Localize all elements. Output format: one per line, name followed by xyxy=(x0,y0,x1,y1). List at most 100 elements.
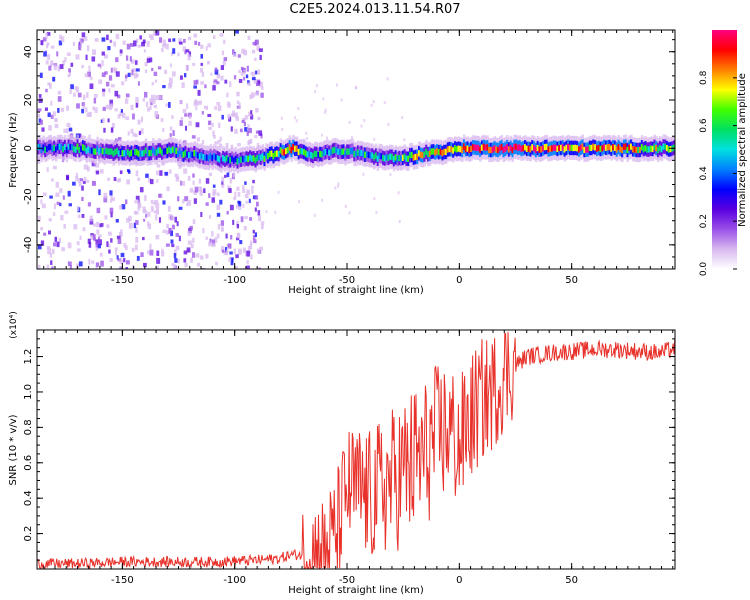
spectrogram-noise-cell xyxy=(182,46,186,52)
spectrogram-noise-cell xyxy=(106,241,109,248)
spectrogram-band-cell xyxy=(425,148,428,156)
spectrogram-band-cell xyxy=(412,154,416,161)
spectrogram-noise-cell xyxy=(183,258,187,263)
spectrogram-noise-cell xyxy=(246,260,249,265)
spectrogram-noise-cell xyxy=(186,202,189,207)
spectrogram-noise-cell xyxy=(117,258,122,262)
spectrogram-noise-cell xyxy=(50,114,54,119)
spectrogram-band-cell xyxy=(448,145,452,153)
spectrogram-noise-cell xyxy=(57,65,61,72)
spectrogram-noise-cell xyxy=(211,231,214,237)
spectrogram-noise-cell xyxy=(135,227,138,233)
spectrogram-noise-cell xyxy=(153,30,157,36)
spectrogram-band-cell xyxy=(90,147,94,154)
spectrogram-noise-cell xyxy=(69,70,72,77)
spectrogram-noise-cell xyxy=(314,90,317,94)
spectrogram-noise-cell xyxy=(145,101,149,107)
spectrogram-noise-cell xyxy=(128,222,133,229)
spectrogram-band-cell xyxy=(669,145,673,153)
spectrogram-noise-cell xyxy=(116,94,121,99)
spectrogram-noise-cell xyxy=(199,67,204,73)
spectrogram-noise-cell xyxy=(252,41,256,46)
spectrogram-band-cell xyxy=(418,150,421,157)
spectrogram-band-cell xyxy=(347,148,351,155)
spectrogram-noise-cell xyxy=(255,130,260,134)
spectrogram-noise-cell xyxy=(211,242,216,247)
spectrogram-noise-cell xyxy=(50,60,54,66)
spectrogram-band-cell xyxy=(85,147,89,154)
snr-panel: -150 -100 -50 0 50 0.2 0.4 0.6 0.8 1.0 1.2 Height … xyxy=(8,311,676,596)
spectrogram-noise-cell xyxy=(222,60,226,66)
spectrogram-noise-cell xyxy=(241,48,246,54)
spectrogram-noise-cell xyxy=(109,99,114,106)
snr-xlabel: Height of straight line (km) xyxy=(288,585,424,596)
spectrogram-frame xyxy=(36,29,676,270)
spectrogram-noise-cell xyxy=(150,101,153,106)
spectrogram-noise-cell xyxy=(124,76,128,82)
spectrogram-band-cell xyxy=(585,146,588,153)
spectrogram-noise-cell xyxy=(137,201,142,206)
spectrogram-noise-cell xyxy=(49,195,53,199)
spectrogram-band-cell xyxy=(272,153,275,160)
spectrogram-band-cell xyxy=(211,154,214,162)
spectrogram-noise-cell xyxy=(91,180,96,186)
spectrogram-noise-cell xyxy=(251,49,256,54)
spectrogram-band-cell xyxy=(259,154,263,161)
spectrogram-noise-cell xyxy=(69,265,72,269)
spectrogram-band-cell xyxy=(543,143,547,151)
spectrogram-noise-cell xyxy=(135,236,139,243)
spectrogram-noise-cell xyxy=(224,79,228,84)
spectrogram-noise-cell xyxy=(265,210,268,214)
spectrogram-noise-cell xyxy=(195,79,199,85)
spectrogram-band-cell xyxy=(666,144,669,152)
spectrogram-band-cell xyxy=(511,146,514,154)
spectrogram-band-cell xyxy=(477,144,480,152)
spectrogram-noise-cell xyxy=(46,264,50,269)
spectrogram-noise-cell xyxy=(84,107,88,113)
spectrogram-noise-cell xyxy=(116,255,119,260)
spectrogram-band-cell xyxy=(78,146,81,154)
spectrogram-band-cell xyxy=(123,150,126,157)
spectrogram-noise-cell xyxy=(37,108,42,112)
spectrogram-noise-cell xyxy=(77,214,81,218)
spectrogram-noise-cell xyxy=(97,244,101,249)
spectrogram-band-cell xyxy=(99,147,103,154)
spectrogram-band-cell xyxy=(441,150,444,157)
spectrogram-band-cell xyxy=(331,147,335,154)
spectrogram-noise-cell xyxy=(189,115,192,120)
spectrogram-noise-cell xyxy=(234,128,238,134)
spectrogram-noise-cell xyxy=(192,62,196,66)
spectrogram-noise-cell xyxy=(135,195,140,200)
spectrogram-band-cell xyxy=(482,143,486,151)
spectrogram-noise-cell xyxy=(162,200,166,205)
spectrogram-noise-cell xyxy=(46,167,49,172)
spectrogram-noise-cell xyxy=(177,196,180,202)
spectrogram-noise-cell xyxy=(256,45,260,51)
spectrogram-noise-cell xyxy=(68,127,73,132)
spectrogram-noise-cell xyxy=(78,44,81,50)
colorbar-tick-label: 0.4 xyxy=(699,166,709,181)
spectrogram-noise-cell xyxy=(195,122,200,128)
spectrogram-noise-cell xyxy=(207,113,212,118)
spectrogram-noise-cell xyxy=(225,233,228,239)
spectrogram-band-cell xyxy=(328,149,331,156)
spectrogram-noise-cell xyxy=(245,74,249,79)
spectrogram-noise-cell xyxy=(53,64,57,71)
spectrogram-noise-cell xyxy=(90,234,95,240)
spectrogram-noise-cell xyxy=(336,184,339,188)
spectrogram-noise-cell xyxy=(229,177,232,184)
spectrogram-band-cell xyxy=(360,149,363,157)
spectrogram-band-cell xyxy=(457,145,461,152)
spectrogram-noise-cell xyxy=(208,241,212,247)
spectrogram-noise-cell xyxy=(45,88,48,93)
spectrogram-noise-cell xyxy=(193,198,197,204)
spectrogram-band-cell xyxy=(290,146,293,154)
spectrogram-noise-cell xyxy=(256,201,259,207)
spectrogram-noise-cell xyxy=(234,191,237,198)
spectrogram-band-cell xyxy=(662,143,665,150)
spectrogram-noise-cell xyxy=(159,170,163,176)
spectrogram-band-cell xyxy=(126,149,130,156)
spectrogram-band-cell xyxy=(355,151,358,158)
spectrogram-band-cell xyxy=(493,145,496,152)
spectrogram-noise-cell xyxy=(348,211,351,215)
